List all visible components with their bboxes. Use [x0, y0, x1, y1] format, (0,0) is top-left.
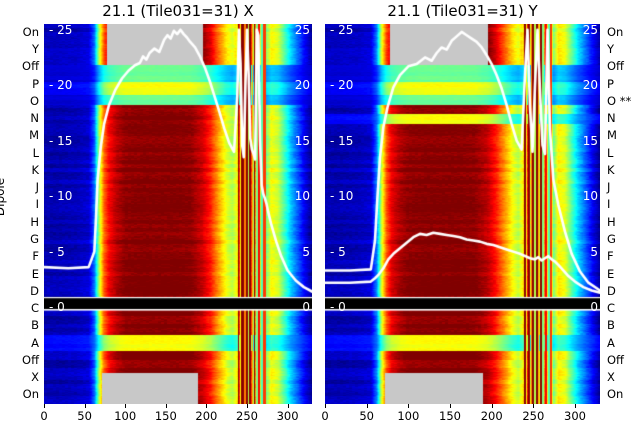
category-tick-left-20: X: [31, 370, 39, 385]
x-tickmark: [533, 404, 535, 408]
x-tickmark: [125, 404, 127, 408]
x-ticklabel: 100: [114, 409, 137, 423]
category-tick-left-12: G: [30, 231, 39, 246]
category-tick-right-12: G: [607, 231, 616, 246]
category-tick-left-1: Y: [31, 41, 39, 56]
category-tick-left-6: M: [29, 128, 39, 143]
category-tick-right-21: On: [607, 387, 624, 402]
x-ticklabel: 50: [77, 409, 92, 423]
category-tick-left-13: F: [32, 249, 39, 264]
category-tick-right-4: O **: [607, 93, 632, 108]
category-tick-left-10: I: [35, 197, 39, 212]
x-ticklabel: 150: [154, 409, 177, 423]
category-tick-left-18: A: [31, 335, 39, 350]
x-ticklabel: 200: [195, 409, 218, 423]
x-tickmark: [44, 404, 45, 408]
category-tick-left-2: Off: [22, 59, 39, 74]
category-tick-right-20: X: [607, 370, 615, 385]
category-tick-right-17: B: [607, 318, 615, 333]
panel-title-x: 21.1 (Tile031=31) X: [102, 2, 254, 20]
category-tick-left-8: K: [31, 162, 39, 177]
category-tick-right-5: N: [607, 111, 616, 125]
category-tick-right-16: C: [607, 301, 616, 315]
category-tick-left-21: On: [22, 387, 39, 402]
category-tick-right-6: M: [607, 128, 617, 143]
category-axis-right: On Y Off P O ** N M L K J I H G F E D C B A Off X On: [602, 24, 640, 404]
x-ticklabel: 250: [236, 409, 258, 423]
x-tickmark: [408, 404, 410, 408]
category-tick-right-15: D: [607, 283, 616, 298]
category-tick-left-5: N: [30, 111, 39, 125]
category-tick-right-10: I: [607, 197, 611, 212]
x-ticklabel: 50: [359, 409, 375, 423]
category-tick-right-11: H: [607, 214, 616, 229]
x-ticklabel: 300: [276, 409, 299, 423]
category-tick-right-19: Off: [607, 352, 624, 367]
x-tickmark: [206, 404, 208, 408]
category-tick-left-15: D: [30, 283, 39, 298]
x-tickmark: [575, 404, 576, 408]
x-ticklabel: 0: [321, 409, 329, 423]
category-tick-left-7: L: [32, 145, 39, 160]
category-tick-right-1: Y: [607, 41, 615, 56]
category-tick-left-19: Off: [22, 352, 39, 367]
category-tick-right-8: K: [607, 162, 615, 177]
category-tick-right-0: On: [607, 24, 624, 39]
heatmap-canvas-x: [44, 24, 312, 404]
panel-title-y: 21.1 (Tile031=31) Y: [387, 2, 538, 20]
x-tickmark: [325, 404, 326, 408]
category-axis-left: On Y Off P O N M L K J I H G F E D C B A Off X On: [0, 24, 42, 404]
x-axis-left: 0 50 100 150 200 250 300: [40, 404, 312, 440]
category-tick-right-3: P: [607, 76, 614, 91]
category-tick-right-2: Off: [607, 59, 624, 74]
x-tickmark: [287, 404, 289, 408]
category-tick-left-16: C: [30, 301, 39, 315]
x-ticklabel: 300: [564, 409, 586, 423]
category-tick-right-9: J: [607, 180, 611, 195]
x-tickmark: [366, 404, 368, 408]
x-tickmark: [165, 404, 167, 408]
category-tick-left-3: P: [32, 76, 39, 91]
category-tick-left-14: E: [31, 266, 39, 281]
category-tick-left-17: B: [31, 318, 39, 333]
category-tick-right-14: E: [607, 266, 615, 281]
x-tickmark: [84, 404, 86, 408]
category-tick-left-0: On: [22, 24, 39, 39]
x-ticklabel: 200: [480, 409, 503, 423]
x-ticklabel: 0: [40, 409, 48, 423]
x-ticklabel: 150: [439, 409, 461, 423]
x-ticklabel: 100: [397, 409, 420, 423]
category-tick-right-18: A: [607, 335, 615, 350]
x-tickmark: [247, 404, 248, 408]
category-tick-left-4: O: [29, 93, 39, 108]
category-tick-left-11: H: [30, 214, 39, 229]
x-ticklabel: 250: [522, 409, 545, 423]
category-tick-right-7: L: [607, 145, 614, 160]
heatmap-canvas-y: [325, 24, 600, 404]
category-tick-left-9: J: [35, 180, 39, 195]
category-tick-right-13: F: [607, 249, 614, 264]
x-tickmark: [450, 404, 451, 408]
x-tickmark: [491, 404, 493, 408]
x-axis-right: 0 50 100 150 200 250 300: [321, 404, 600, 440]
